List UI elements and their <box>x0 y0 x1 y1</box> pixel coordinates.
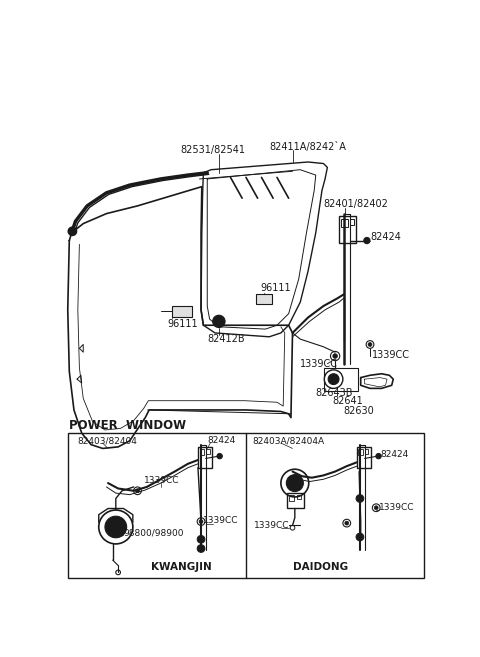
Circle shape <box>286 474 303 491</box>
Text: KWANGJIN: KWANGJIN <box>152 562 212 572</box>
Bar <box>339 216 356 243</box>
Circle shape <box>328 374 339 384</box>
Text: 1339CC: 1339CC <box>379 503 415 512</box>
Circle shape <box>333 353 337 358</box>
Text: 82411A/8242`A: 82411A/8242`A <box>269 142 346 152</box>
Circle shape <box>105 516 127 538</box>
Text: 82641: 82641 <box>333 396 363 406</box>
Bar <box>365 449 369 454</box>
Bar <box>68 433 424 578</box>
Bar <box>198 447 212 468</box>
Bar <box>324 367 359 391</box>
Circle shape <box>113 525 118 530</box>
Circle shape <box>216 318 222 325</box>
Text: 1339CC: 1339CC <box>372 350 410 359</box>
Bar <box>289 495 294 501</box>
Text: 82403A/82404A: 82403A/82404A <box>252 436 324 445</box>
Circle shape <box>356 495 364 503</box>
Text: 82424: 82424 <box>370 232 401 242</box>
Text: 82630: 82630 <box>343 407 373 417</box>
Bar <box>287 493 304 509</box>
Bar <box>357 447 371 468</box>
Circle shape <box>69 227 76 235</box>
Text: 1339CC: 1339CC <box>300 359 338 369</box>
Circle shape <box>135 489 139 493</box>
Bar <box>200 449 204 455</box>
Text: 96111: 96111 <box>167 319 198 328</box>
Bar <box>206 449 210 454</box>
Text: DAIDONG: DAIDONG <box>292 562 348 572</box>
Circle shape <box>217 453 222 459</box>
Text: 82424: 82424 <box>380 450 408 459</box>
Circle shape <box>199 520 203 524</box>
Circle shape <box>356 533 364 541</box>
Text: 82424: 82424 <box>207 436 236 445</box>
Circle shape <box>374 506 378 510</box>
Circle shape <box>364 237 370 244</box>
Bar <box>350 219 354 225</box>
Circle shape <box>213 315 225 328</box>
Circle shape <box>368 342 372 346</box>
Text: 82643B: 82643B <box>316 388 353 398</box>
Circle shape <box>345 521 348 525</box>
Text: 82531/82541: 82531/82541 <box>180 145 245 156</box>
Circle shape <box>197 535 205 543</box>
Text: 96111: 96111 <box>260 283 290 293</box>
Text: 82412B: 82412B <box>207 334 245 344</box>
Text: POWER  WINDOW: POWER WINDOW <box>69 419 186 432</box>
Bar <box>172 306 192 317</box>
Text: 82401/82402: 82401/82402 <box>324 199 388 210</box>
Text: 82403/82404: 82403/82404 <box>77 436 137 445</box>
Bar <box>359 449 363 455</box>
Text: 1339CC: 1339CC <box>204 516 239 526</box>
Bar <box>256 294 272 304</box>
Circle shape <box>376 453 381 459</box>
Text: 1339CC: 1339CC <box>254 521 289 530</box>
Bar <box>297 495 301 499</box>
Circle shape <box>293 482 296 485</box>
Text: 98800/98900: 98800/98900 <box>123 529 184 537</box>
Circle shape <box>197 545 205 553</box>
Bar <box>341 219 348 227</box>
Text: 1339CC: 1339CC <box>144 476 179 486</box>
